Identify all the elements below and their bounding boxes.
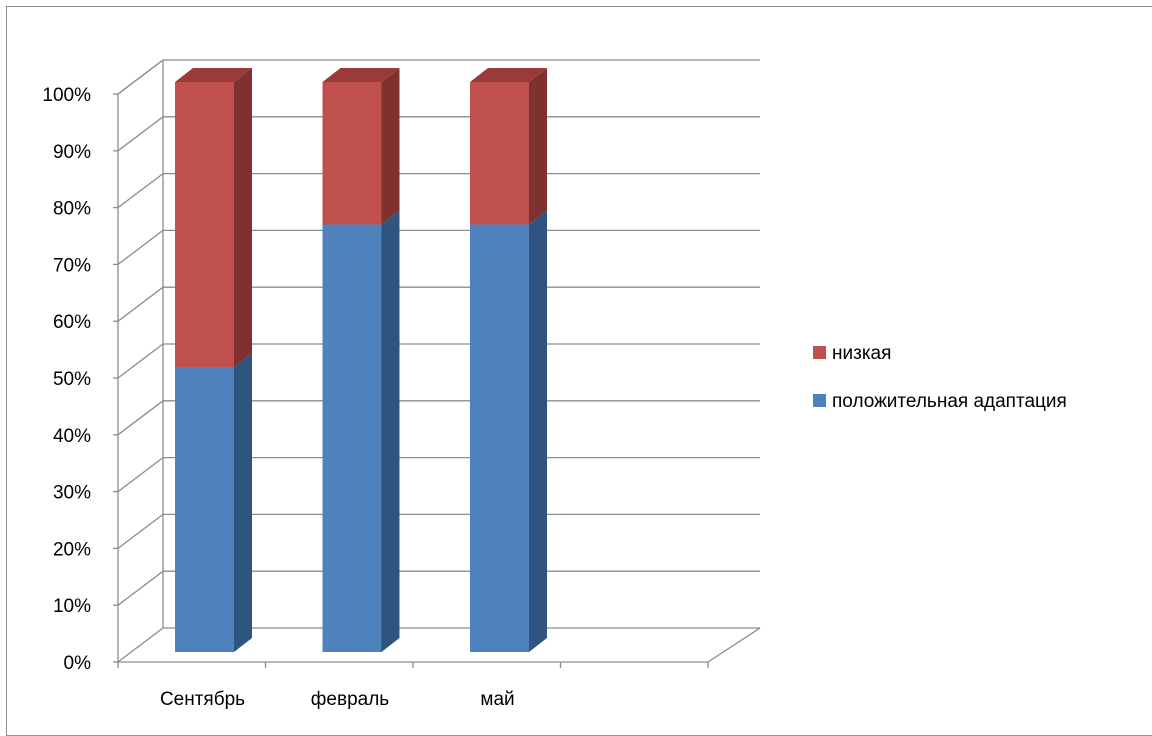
bar-segment xyxy=(470,68,547,225)
y-tick-label: 60% xyxy=(53,312,91,333)
x-tick-label: май xyxy=(480,689,514,710)
bar-front-face xyxy=(175,367,234,652)
bar-front-face xyxy=(175,82,234,367)
bar-side-face xyxy=(234,353,252,652)
legend-item: положительная адаптация xyxy=(813,391,1067,412)
x-tick-label: Сентябрь xyxy=(160,689,245,710)
bar-segment xyxy=(175,68,252,367)
bar-side-face xyxy=(234,68,252,367)
bar-segment xyxy=(322,68,400,225)
y-tick-label: 20% xyxy=(53,539,91,560)
gridline-side xyxy=(117,570,164,606)
y-tick-label: 30% xyxy=(53,483,91,504)
bar-top-face xyxy=(470,68,547,82)
gridline-side xyxy=(117,400,164,436)
bars-layer xyxy=(175,68,547,652)
bar-side-face xyxy=(381,68,400,225)
bar-top-face xyxy=(175,68,252,82)
bar-top-face xyxy=(322,68,400,82)
legend-swatch xyxy=(813,394,826,407)
x-tick-labels: Сентябрь февраль май xyxy=(160,689,515,710)
bar-segment xyxy=(175,353,252,652)
bar-side-face xyxy=(529,68,547,225)
y-tick-label: 100% xyxy=(42,85,91,106)
bar-front-face xyxy=(470,224,529,652)
y-tick-label: 0% xyxy=(64,653,92,674)
legend-label: низкая xyxy=(832,343,891,364)
axis-layer xyxy=(113,59,761,668)
side-wall-top-edge xyxy=(117,59,164,95)
y-tick-label: 70% xyxy=(53,255,91,276)
gridline-side xyxy=(117,286,164,322)
bar-side-face xyxy=(381,210,400,652)
y-tick-label: 90% xyxy=(53,142,91,163)
y-tick-label: 80% xyxy=(53,199,91,220)
x-tick-label: февраль xyxy=(311,689,390,710)
bar-front-face xyxy=(322,82,382,225)
y-tick-label: 40% xyxy=(53,426,91,447)
gridline-side xyxy=(117,116,164,152)
bar-front-face xyxy=(470,82,529,225)
floor-right-edge xyxy=(707,627,761,663)
gridline-side xyxy=(117,343,164,379)
y-tick-labels: 0% 10% 20% 30% 40% 50% 60% 70% 80% 90% 100% xyxy=(42,85,91,674)
gridline-side xyxy=(117,173,164,209)
floor-left-edge xyxy=(117,627,164,663)
bar-front-face xyxy=(322,224,382,652)
gridline-side xyxy=(117,513,164,549)
gridline-side xyxy=(117,457,164,493)
legend-swatch xyxy=(813,346,826,359)
legend-label: положительная адаптация xyxy=(832,391,1067,412)
legend-item: низкая xyxy=(813,343,891,364)
legend: низкая положительная адаптация xyxy=(813,343,1067,412)
bar-segment xyxy=(470,210,547,652)
gridline-side xyxy=(117,229,164,265)
y-tick-label: 10% xyxy=(53,596,91,617)
bar-side-face xyxy=(529,210,547,652)
y-tick-label: 50% xyxy=(53,369,91,390)
bar-segment xyxy=(322,210,400,652)
